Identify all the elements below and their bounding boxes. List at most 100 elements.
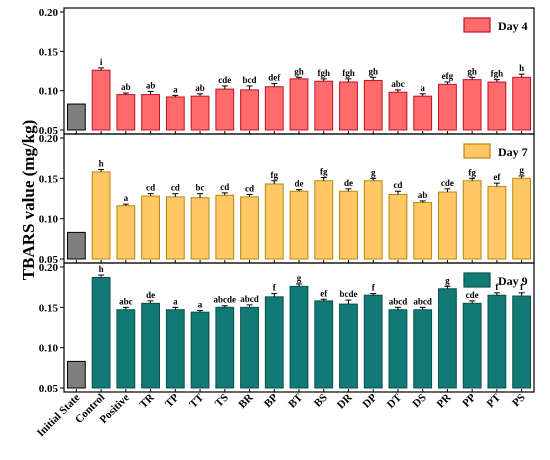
bar-tt xyxy=(190,197,210,260)
bar-tr xyxy=(141,302,160,389)
y-axis-label: TBARS value (mg/kg) xyxy=(19,120,38,281)
significance-label: h xyxy=(99,158,104,168)
bar-br xyxy=(240,196,259,260)
bar-tp xyxy=(165,196,185,260)
category-label: BS xyxy=(312,392,330,410)
y-tick-label: 0.10 xyxy=(39,214,59,226)
legend-swatch xyxy=(463,272,491,288)
bar-positive xyxy=(116,94,136,131)
bar-br xyxy=(240,89,259,131)
y-tick-label: 0.10 xyxy=(39,343,59,355)
bar-bt xyxy=(289,78,309,131)
bar-bp xyxy=(264,86,284,131)
bar-pp xyxy=(462,79,482,131)
y-tick-label: 0.15 xyxy=(39,302,59,314)
bar-ds xyxy=(413,202,433,260)
significance-label: f xyxy=(495,282,499,292)
significance-label: cd xyxy=(146,183,155,193)
bar-bt xyxy=(289,190,309,260)
bar-initial-state xyxy=(66,360,86,389)
significance-label: def xyxy=(268,73,281,83)
bar-pr xyxy=(438,288,457,389)
bar-dt xyxy=(388,193,408,260)
bar-bs xyxy=(314,180,334,260)
significance-label: ef xyxy=(320,288,328,298)
legend-swatch xyxy=(463,17,491,33)
significance-label: abcde xyxy=(214,295,237,305)
panel-2: 0.05 0.10 0.15 0.20 h a cd cd bc cd cd fg de fg de g cd a… xyxy=(39,133,535,266)
y-tick-label: 0.20 xyxy=(39,262,59,274)
bar-control xyxy=(91,69,111,131)
bar-pt xyxy=(487,294,507,389)
significance-label: cde xyxy=(218,75,231,85)
significance-label: abcd xyxy=(413,296,432,306)
significance-label: fgh xyxy=(342,68,355,78)
bar-ps xyxy=(512,76,532,131)
bar-pt xyxy=(487,185,507,260)
panel-1: 0.05 0.10 0.15 0.20 i ab ab a ab cde bcd def gh fgh fg… xyxy=(39,7,535,137)
bar-pr xyxy=(438,83,457,131)
bar-tp xyxy=(165,96,185,131)
significance-label: de xyxy=(344,178,353,188)
bar-bs xyxy=(314,300,334,389)
significance-label: g xyxy=(371,167,376,177)
significance-label: ab xyxy=(418,190,428,200)
category-label: PP xyxy=(460,391,478,409)
bar-tp xyxy=(165,309,185,389)
significance-label: f xyxy=(273,283,277,293)
bar-pp xyxy=(462,180,482,260)
bar-pp xyxy=(462,302,482,389)
significance-label: de xyxy=(146,290,155,300)
category-label: PS xyxy=(510,392,528,410)
significance-label: abc xyxy=(119,296,133,306)
significance-label: abcd xyxy=(389,296,408,306)
bar-initial-state xyxy=(66,103,86,131)
legend-label: Day 4 xyxy=(498,19,528,33)
bar-dr xyxy=(339,81,358,131)
bar-bt xyxy=(289,285,309,389)
y-tick-label: 0.05 xyxy=(39,383,59,395)
significance-label: fg xyxy=(468,167,476,177)
bar-tt xyxy=(190,95,210,131)
significance-label: bc xyxy=(196,183,205,193)
bar-ds xyxy=(413,95,433,131)
significance-label: a xyxy=(198,300,203,310)
y-tick-label: 0.20 xyxy=(39,7,59,19)
significance-label: fgh xyxy=(317,68,330,78)
significance-label: bcd xyxy=(243,75,257,85)
significance-label: fgh xyxy=(491,69,504,79)
bar-initial-state xyxy=(66,231,86,260)
significance-label: efg xyxy=(442,71,454,81)
bar-dt xyxy=(388,91,408,131)
bar-ts xyxy=(215,88,235,131)
bar-dr xyxy=(339,190,358,260)
bar-dt xyxy=(388,309,408,389)
significance-label: a xyxy=(420,83,425,93)
significance-label: cde xyxy=(466,290,479,300)
bar-bp xyxy=(264,183,284,260)
significance-label: ef xyxy=(493,172,501,182)
category-label: PR xyxy=(435,391,455,411)
bar-control xyxy=(91,171,111,260)
significance-label: cd xyxy=(220,182,229,192)
significance-label: cde xyxy=(441,178,454,188)
legend-label: Day 7 xyxy=(498,145,528,159)
bar-control xyxy=(91,276,111,389)
significance-label: gh xyxy=(294,66,304,76)
significance-label: abcd xyxy=(240,294,259,304)
significance-label: g xyxy=(519,165,524,175)
category-label: BR xyxy=(236,391,256,411)
significance-label: fg xyxy=(320,167,328,177)
legend-swatch xyxy=(463,143,491,159)
bar-positive xyxy=(116,205,136,260)
bar-br xyxy=(240,306,259,389)
bar-tr xyxy=(141,94,160,131)
significance-label: ab xyxy=(146,80,156,90)
bar-ps xyxy=(512,177,532,260)
significance-label: cd xyxy=(245,183,254,193)
category-label: BP xyxy=(262,391,281,410)
category-label: PT xyxy=(485,391,504,410)
significance-label: de xyxy=(295,179,304,189)
